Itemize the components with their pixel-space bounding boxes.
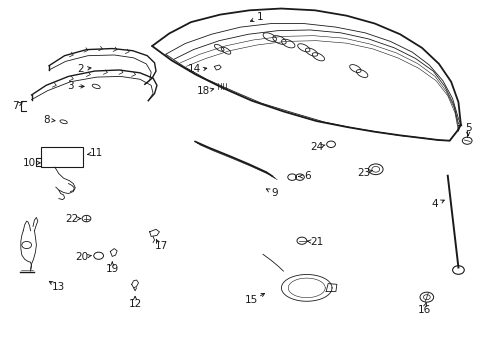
Text: 2: 2 (77, 64, 83, 73)
Text: 15: 15 (244, 295, 258, 305)
Bar (41, 148, 82, 167)
Text: 22: 22 (64, 213, 78, 224)
Text: 20: 20 (75, 252, 88, 262)
Text: 24: 24 (309, 142, 323, 152)
Text: 1: 1 (256, 13, 263, 22)
Text: 3: 3 (67, 81, 74, 91)
Text: 8: 8 (43, 115, 49, 125)
Text: 12: 12 (128, 299, 142, 309)
Text: 23: 23 (356, 168, 369, 178)
Text: 17: 17 (155, 241, 168, 251)
Text: 9: 9 (271, 188, 277, 198)
Text: 13: 13 (52, 282, 65, 292)
Text: 18: 18 (196, 86, 209, 96)
Text: 5: 5 (464, 123, 470, 133)
Text: 4: 4 (431, 199, 438, 209)
Text: 7: 7 (12, 102, 18, 111)
Text: 21: 21 (309, 237, 323, 247)
Text: 14: 14 (188, 64, 201, 74)
Text: 16: 16 (417, 305, 430, 315)
Text: 6: 6 (304, 171, 310, 181)
Text: 19: 19 (105, 264, 119, 274)
Text: 11: 11 (90, 148, 103, 158)
Text: 10: 10 (23, 158, 36, 168)
